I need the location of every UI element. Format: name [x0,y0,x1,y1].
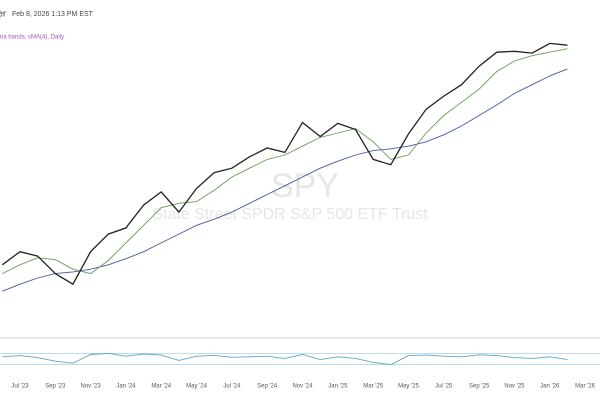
x-tick-label: Nov '25 [504,384,525,390]
price-line [1,42,568,286]
x-tick-label: Sep '25 [469,384,490,390]
x-tick-label: May '25 [398,384,419,390]
x-tick-label: Jul '25 [435,384,453,390]
legend-text: na bands, sMA(4), Daily [0,35,64,41]
x-tick-label: Jul '23 [11,384,29,390]
x-tick-label: Nov '23 [81,384,102,390]
x-tick-label: Nov '24 [292,384,313,390]
x-tick-label: Sep '23 [45,384,66,390]
x-tick-label: Jan '25 [328,384,348,390]
x-tick-label: May '24 [186,384,207,390]
header-fragment: er [0,8,6,18]
price-line [2,48,568,275]
x-tick-label: Jan '26 [540,384,560,390]
x-tick-label: Sep '24 [257,384,278,390]
watermark-symbol: SPY [271,167,339,205]
x-tick-label: Jan '24 [116,384,136,390]
watermark-name: State Street SPDR S&P 500 ETF Trust [152,206,428,223]
x-tick-label: Mar '24 [151,384,171,390]
timestamp: Feb 8, 2026 1:13 PM EST [12,11,94,18]
x-tick-label: Jul '24 [223,384,241,390]
x-tick-label: Mar '26 [575,384,595,390]
price-line [2,68,568,292]
x-tick-label: Mar '25 [363,384,383,390]
rsi-line [2,352,568,366]
